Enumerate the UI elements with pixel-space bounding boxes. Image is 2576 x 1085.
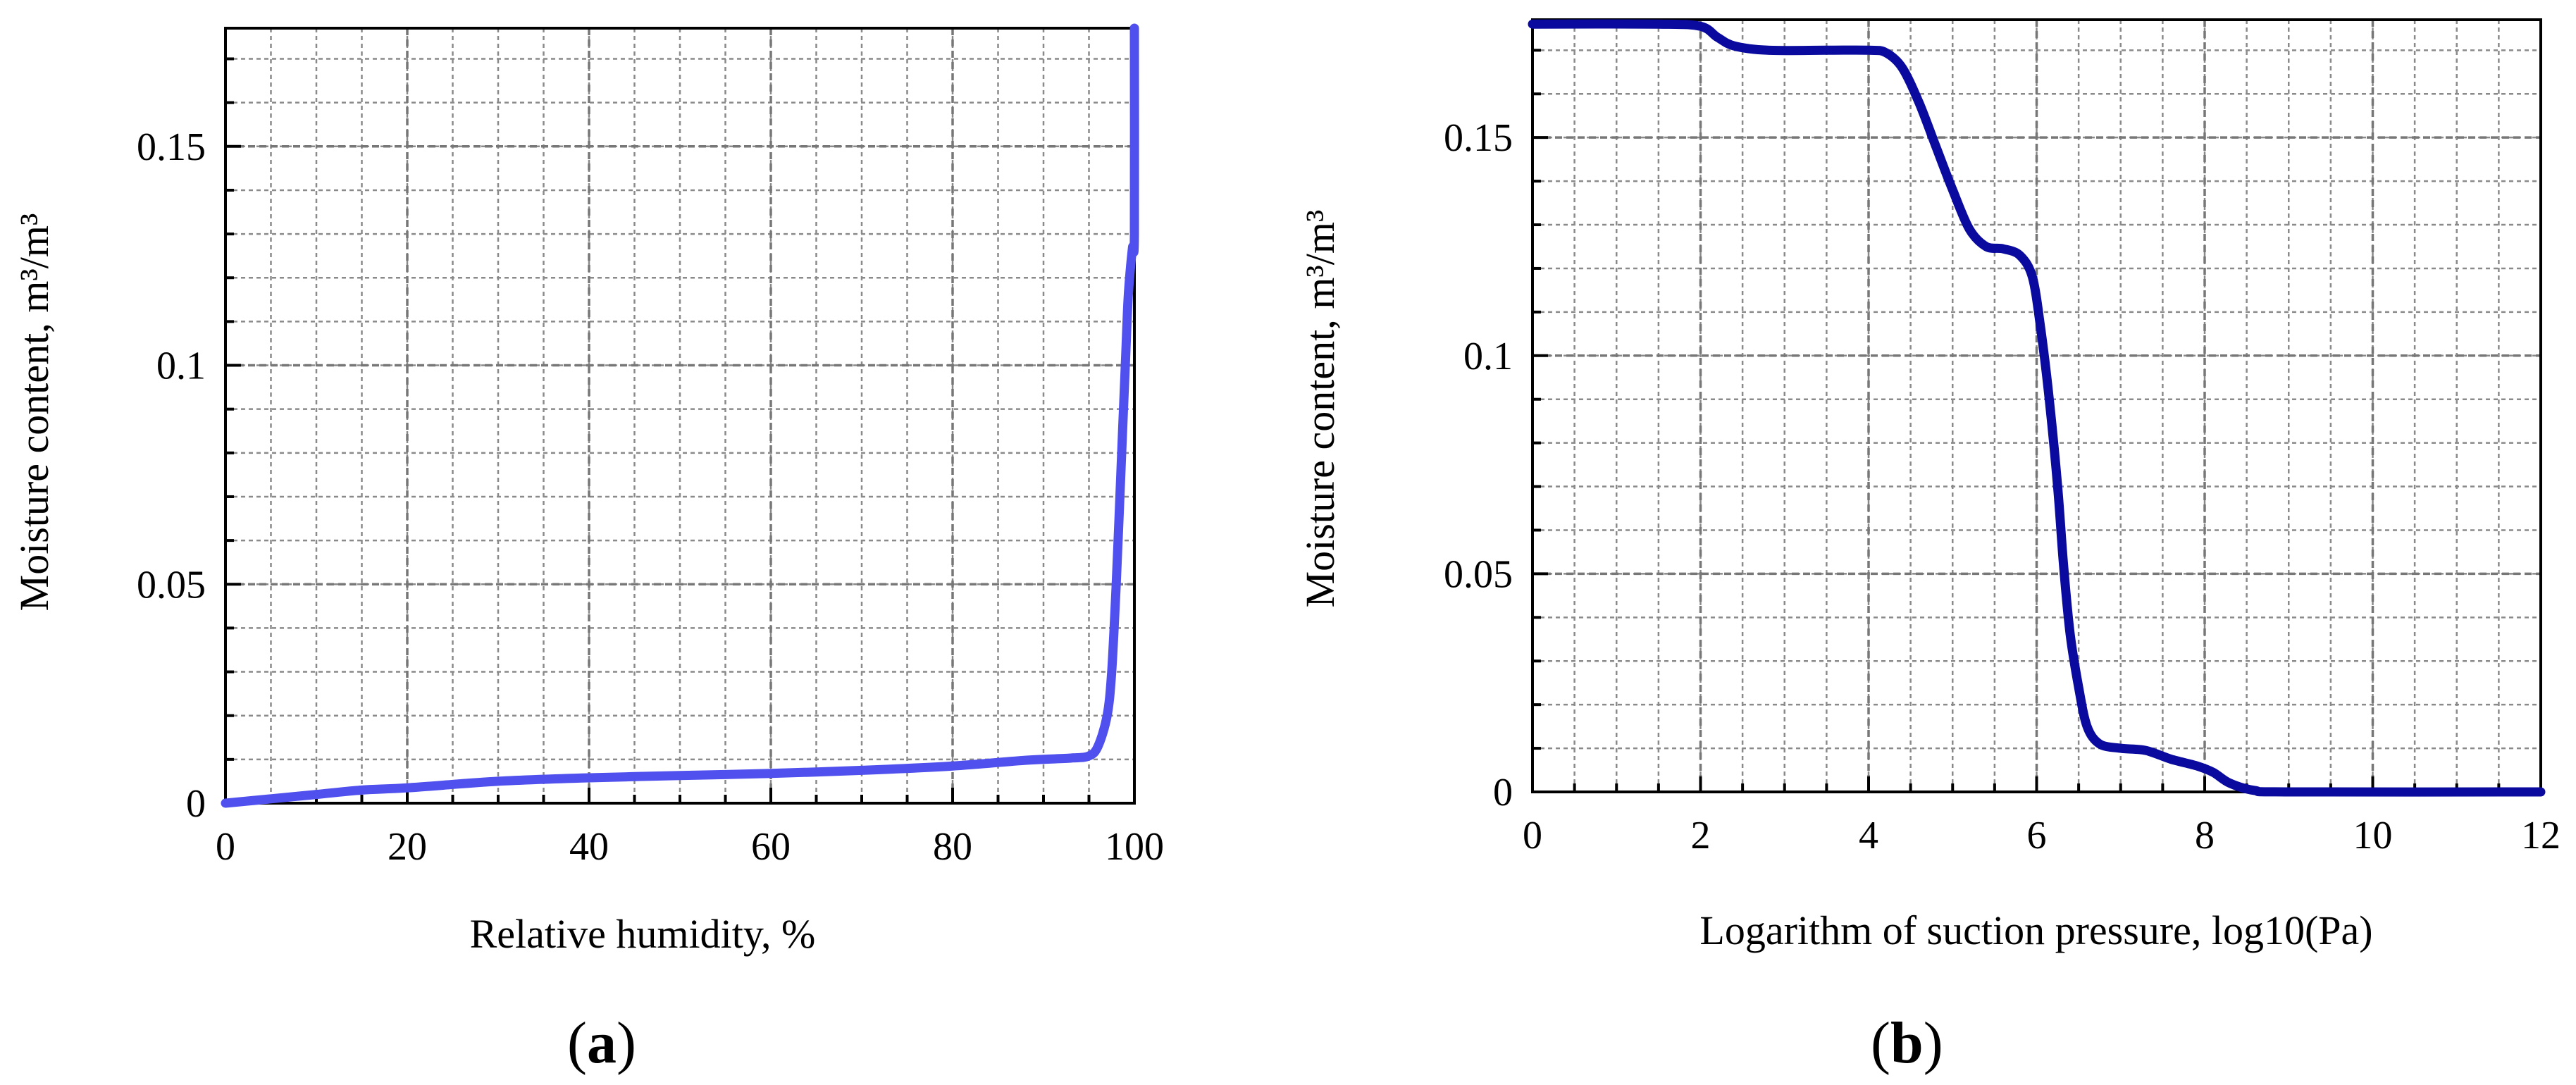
major-grid: [1532, 20, 2541, 792]
y-tick-label: 0.1: [156, 345, 206, 388]
minor-grid: [225, 28, 1134, 803]
y-axis-label: Moisture content, m³/m³: [1297, 210, 1343, 608]
panel-a-label: a: [586, 1010, 617, 1076]
y-tick-label: 0.15: [1444, 116, 1513, 160]
x-tick-label: 8: [2195, 814, 2215, 857]
axis-ticks: [224, 57, 1136, 805]
x-tick-label: 4: [1859, 814, 1878, 857]
chart-panel-b: 0 2 4 6 8 10 12 0 0.05 0.1 0.15 Logarithm of suctio…: [1297, 18, 2560, 953]
x-tick-label: 0: [216, 825, 235, 869]
y-tick-label: 0.15: [137, 125, 206, 169]
y-tick-label: 0.1: [1463, 335, 1513, 378]
y-tick-label: 0.05: [1444, 552, 1513, 596]
x-tick-label: 12: [2521, 814, 2560, 857]
series-line: [221, 23, 1139, 808]
x-tick-label: 60: [751, 825, 791, 869]
series-line: [1528, 19, 2546, 797]
x-tick-label: 10: [2353, 814, 2393, 857]
x-tick-label: 2: [1691, 814, 1711, 857]
panel-b-label: b: [1890, 1010, 1924, 1076]
y-tick-label: 0: [186, 782, 206, 826]
panel-b-caption: (b): [1871, 1010, 1943, 1076]
major-grid: [225, 28, 1134, 803]
y-tick-label: 0: [1493, 771, 1513, 814]
x-tick-label: 6: [2027, 814, 2047, 857]
y-axis-label: Moisture content, m³/m³: [11, 213, 57, 612]
x-tick-label: 80: [933, 825, 972, 869]
chart-panel-a: 0 20 40 60 80 100 0 0.05 0.1 0.15 Relative humidit…: [11, 23, 1164, 957]
x-tick-label: 100: [1105, 825, 1164, 869]
x-tick-label: 20: [388, 825, 427, 869]
x-axis-label: Relative humidity, %: [470, 911, 816, 957]
axis-ticks: [1531, 49, 2542, 793]
panel-a-caption: (a): [567, 1010, 636, 1076]
x-tick-label: 0: [1523, 814, 1542, 857]
x-axis-label: Logarithm of suction pressure, log10(Pa): [1699, 907, 2372, 953]
x-tick-label: 40: [569, 825, 609, 869]
y-tick-label: 0.05: [137, 563, 206, 607]
